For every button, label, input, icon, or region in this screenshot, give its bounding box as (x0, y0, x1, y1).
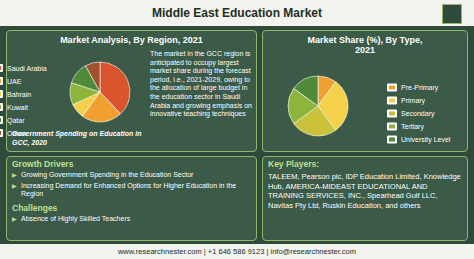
svg-text:Primary: Primary (401, 97, 426, 105)
svg-text:Qatar: Qatar (7, 117, 25, 125)
svg-text:Oman: Oman (7, 130, 26, 137)
svg-text:University Level: University Level (401, 136, 451, 144)
svg-text:Pre-Primary: Pre-Primary (401, 84, 439, 92)
svg-text:UAE: UAE (7, 78, 22, 85)
svg-text:Secondary: Secondary (401, 110, 435, 118)
svg-text:Kuwait: Kuwait (7, 104, 28, 111)
svg-text:Saudi Arabia: Saudi Arabia (7, 65, 47, 72)
svg-text:Bahrain: Bahrain (7, 91, 31, 98)
svg-text:Tertiary: Tertiary (401, 123, 424, 131)
